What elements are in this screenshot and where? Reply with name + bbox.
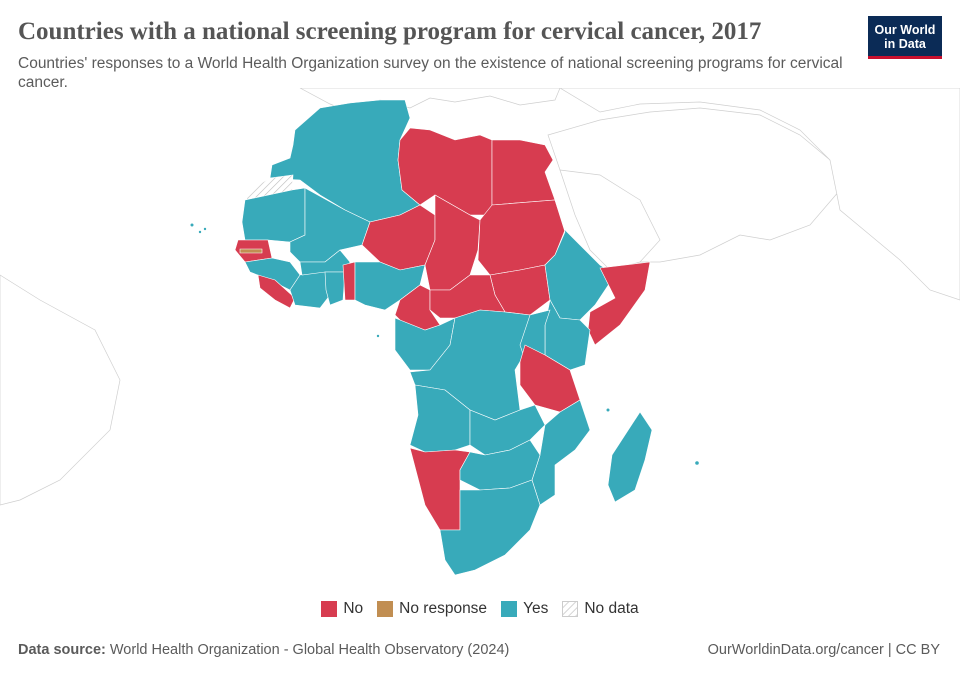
chart-title: Countries with a national screening prog… (18, 18, 762, 45)
legend-swatch-no-data (562, 601, 579, 617)
arabian-peninsula-outline (559, 169, 661, 271)
country-south-africa[interactable] (439, 479, 541, 576)
chart-subtitle: Countries' responses to a World Health O… (18, 55, 843, 91)
cape-verde-marker-3 (203, 227, 207, 231)
owid-logo[interactable]: Our World in Data (868, 16, 942, 59)
country-madagascar[interactable] (607, 411, 653, 503)
country-somalia[interactable] (587, 261, 651, 346)
legend-label-no: No (343, 600, 364, 617)
legend-label-no-data: No data (584, 600, 639, 617)
mauritius-marker (695, 461, 699, 465)
cape-verde-marker-2 (198, 230, 202, 234)
country-egypt[interactable] (491, 139, 556, 206)
logo-line-2: in Data (884, 37, 926, 51)
country-togo-benin[interactable] (342, 261, 356, 301)
legend-swatch-yes (501, 601, 518, 617)
country-gambia[interactable] (239, 248, 263, 254)
legend-item-no[interactable]: No (321, 600, 363, 618)
sao-tome-marker (376, 334, 380, 338)
cape-verde-marker (190, 223, 194, 227)
south-america-edge (0, 274, 121, 506)
background-land (0, 88, 960, 506)
country-ghana[interactable] (324, 271, 346, 306)
africa-map (0, 88, 960, 576)
comoros-marker (606, 408, 610, 412)
country-zambia-malawi[interactable] (469, 404, 546, 456)
legend: No No response Yes No data (0, 600, 960, 618)
legend-label-yes: Yes (523, 600, 549, 617)
data-source: Data source: World Health Organization -… (18, 642, 509, 658)
legend-item-no-response[interactable]: No response (377, 600, 487, 618)
logo-line-1: Our World (874, 23, 936, 37)
data-source-label: Data source: (18, 642, 106, 658)
legend-item-yes[interactable]: Yes (501, 600, 548, 618)
africa-countries (234, 99, 653, 576)
data-source-text[interactable]: World Health Organization - Global Healt… (109, 642, 510, 658)
footer-url[interactable]: OurWorldinData.org/cancer | CC BY (707, 642, 940, 658)
legend-swatch-no (321, 601, 338, 617)
legend-swatch-no-response (377, 601, 394, 617)
country-sierra-leone-liberia[interactable] (257, 274, 296, 309)
legend-item-no-data[interactable]: No data (562, 600, 639, 618)
legend-label-no-response: No response (399, 600, 488, 617)
asia-outline (559, 88, 960, 301)
